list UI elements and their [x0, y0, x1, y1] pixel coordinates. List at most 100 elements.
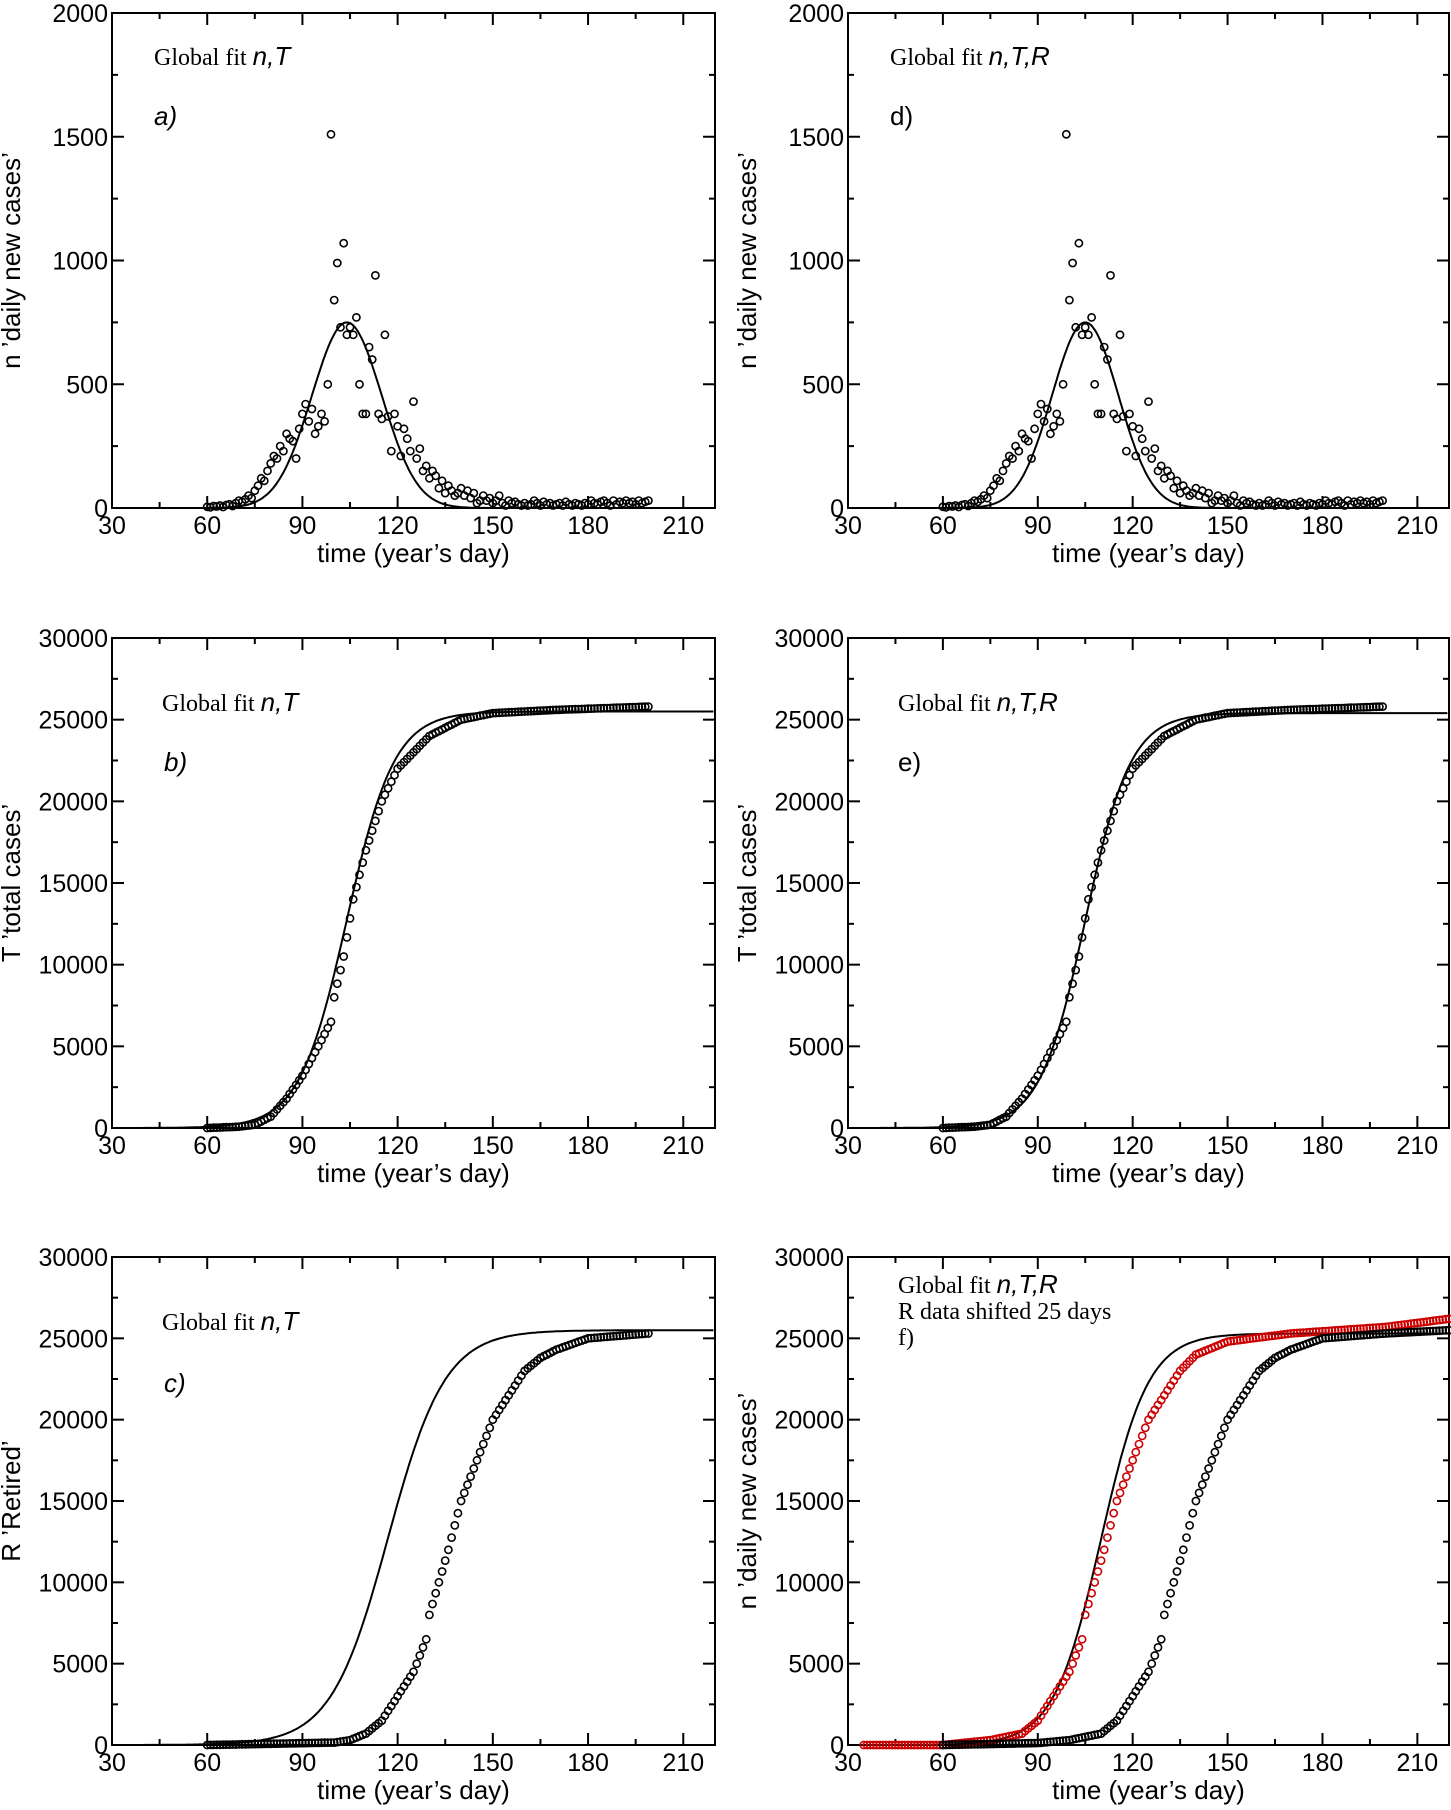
x-tick-label: 90: [289, 512, 317, 540]
daily-cases-series: [938, 129, 1387, 512]
daily-cases-point: [1134, 424, 1144, 434]
total-cases-point: [221, 1122, 231, 1132]
y-tick-label: 1500: [52, 124, 108, 152]
retired-series: [202, 1329, 653, 1750]
daily-cases-point: [1033, 409, 1043, 419]
daily-cases-point: [323, 379, 333, 389]
daily-cases-point: [288, 436, 298, 446]
retired-point: [1207, 1455, 1217, 1465]
total-cases-point: [329, 992, 339, 1002]
daily-cases-point: [1014, 446, 1024, 456]
total-cases-point: [1099, 836, 1109, 845]
total-cases-point: [494, 708, 504, 718]
total-cases-point: [244, 1121, 253, 1130]
total-cases-point: [1065, 992, 1074, 1002]
y-tick-label: 1000: [52, 248, 108, 276]
retired-point: [1378, 1329, 1387, 1339]
fit-annotation-text: Global fit: [162, 1310, 261, 1336]
daily-cases-point: [1229, 491, 1239, 500]
daily-cases-point: [297, 409, 307, 419]
shifted-retired-point: [1071, 1651, 1081, 1660]
daily-cases-point: [998, 466, 1008, 476]
fit-annotation-vars: n,T: [261, 687, 301, 717]
retired-point: [1324, 1333, 1334, 1343]
shifted-retired-point: [881, 1740, 891, 1750]
retired-point: [1216, 1431, 1226, 1441]
y-tick-label: 25000: [38, 1325, 108, 1353]
daily-cases-point: [412, 454, 422, 463]
daily-cases-point: [370, 270, 380, 280]
retired-point: [228, 1740, 237, 1749]
y-axis-label: T ’total cases’: [0, 804, 26, 962]
total-cases-point: [1337, 703, 1346, 713]
shifted-retired-point: [1264, 1331, 1274, 1341]
shifted-retired-point: [859, 1740, 869, 1750]
retired-point: [453, 1508, 463, 1518]
total-cases-point: [558, 705, 568, 714]
shifted-retired-point: [878, 1740, 888, 1750]
x-tick-label: 60: [193, 1132, 221, 1160]
shifted-retired-point: [1273, 1330, 1283, 1340]
retired-point: [1033, 1738, 1043, 1748]
shifted-retired-point: [1428, 1316, 1438, 1326]
shifted-retired-point: [1400, 1320, 1410, 1329]
retired-point: [1001, 1739, 1011, 1749]
retired-point: [266, 1739, 276, 1749]
shifted-retired-point: [1137, 1431, 1147, 1441]
shifted-retired-point: [1077, 1634, 1087, 1644]
total-cases-point: [628, 702, 637, 712]
total-cases-point: [1343, 703, 1353, 713]
retired-point: [475, 1447, 485, 1457]
retired-point: [967, 1740, 976, 1749]
total-cases-point: [1239, 707, 1248, 717]
retired-point: [1343, 1332, 1353, 1341]
fit-curve: [879, 1332, 1448, 1746]
retired-point: [982, 1739, 992, 1749]
daily-cases-point: [320, 416, 329, 426]
total-cases-point: [1340, 703, 1349, 713]
daily-cases-point: [304, 416, 314, 426]
retired-point: [1220, 1423, 1229, 1433]
y-axis-label: n ’daily new cases’: [732, 1393, 762, 1610]
total-cases-point: [944, 1123, 954, 1133]
daily-cases-point: [247, 493, 256, 503]
shifted-retired-point: [1267, 1331, 1277, 1341]
retired-point: [1340, 1332, 1349, 1341]
shifted-retired-point: [1065, 1667, 1074, 1677]
daily-cases-point: [1001, 458, 1011, 468]
retired-point: [288, 1739, 298, 1748]
shifted-retired-point: [1118, 1480, 1128, 1490]
total-cases-point: [602, 703, 612, 713]
total-cases-point: [1359, 702, 1368, 712]
total-cases-point: [1109, 806, 1119, 816]
retired-point: [944, 1740, 954, 1750]
shifted-retired-point: [922, 1740, 932, 1750]
daily-cases-point: [1052, 409, 1062, 419]
retired-point: [459, 1488, 469, 1498]
retired-point: [1435, 1326, 1444, 1336]
retired-point: [1387, 1328, 1397, 1338]
x-tick-label: 150: [472, 1132, 514, 1160]
y-tick-label: 30000: [774, 625, 844, 653]
total-cases-point: [640, 702, 650, 712]
y-tick-label: 15000: [774, 870, 844, 898]
fit-annotation-vars: n,T,R: [997, 687, 1058, 717]
daily-cases-point: [402, 434, 412, 444]
x-axis-label: time (year’s day): [1052, 1775, 1245, 1805]
total-cases-point: [1242, 707, 1251, 717]
y-axis-label: n ’daily new cases’: [732, 152, 762, 369]
retired-point: [466, 1472, 475, 1481]
daily-cases-point: [351, 312, 361, 322]
shifted-retired-point: [1084, 1599, 1093, 1609]
fit-annotation-text: Global fit: [898, 1273, 997, 1299]
daily-cases-point: [399, 424, 409, 434]
shifted-retired-point: [862, 1740, 872, 1750]
y-tick-label: 500: [802, 371, 844, 399]
retired-point: [1201, 1472, 1210, 1481]
retired-point: [1368, 1330, 1378, 1339]
shifted-retired-point: [1438, 1315, 1448, 1324]
total-cases-point: [1352, 703, 1362, 712]
shifted-retired-point: [1131, 1447, 1141, 1457]
fit-annotation-text: Global fit: [162, 691, 261, 717]
shifted-retired-point: [1308, 1327, 1318, 1337]
